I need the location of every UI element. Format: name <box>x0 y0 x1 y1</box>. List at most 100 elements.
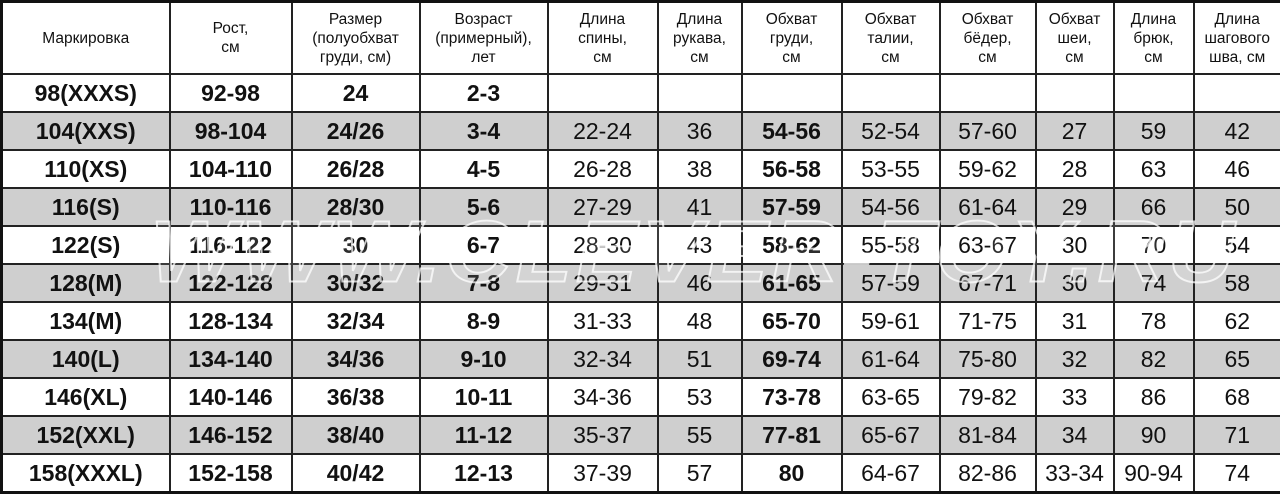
cell-size: 24 <box>290 73 421 113</box>
cell-back-length: 28-30 <box>546 225 659 265</box>
cell-marking: 122(S) <box>0 225 171 265</box>
cell-sleeve-length: 41 <box>656 187 743 227</box>
cell-trouser-length: 82 <box>1112 339 1195 379</box>
cell-back-length: 34-36 <box>546 377 659 417</box>
cell-chest: 77-81 <box>740 415 843 455</box>
cell-back-length: 26-28 <box>546 149 659 189</box>
cell-size: 38/40 <box>290 415 421 455</box>
cell-sleeve-length: 38 <box>656 149 743 189</box>
cell-inseam: 74 <box>1192 453 1280 494</box>
cell-marking: 140(L) <box>0 339 171 379</box>
column-header-chest: Обхват груди, см <box>740 0 843 75</box>
cell-hips: 75-80 <box>938 339 1037 379</box>
cell-marking: 134(M) <box>0 301 171 341</box>
cell-trouser-length: 70 <box>1112 225 1195 265</box>
cell-chest: 69-74 <box>740 339 843 379</box>
table-row: 152(XXL) 146-152 38/40 11-12 35-37 55 77-81 65-… <box>0 415 1280 455</box>
column-header-size: Размер (полуобхват груди, см) <box>290 0 421 75</box>
cell-hips: 63-67 <box>938 225 1037 265</box>
cell-hips: 82-86 <box>938 453 1037 494</box>
cell-height: 152-158 <box>168 453 293 494</box>
cell-age: 11-12 <box>418 415 549 455</box>
cell-hips: 61-64 <box>938 187 1037 227</box>
cell-neck: 32 <box>1034 339 1115 379</box>
cell-chest: 57-59 <box>740 187 843 227</box>
column-header-back-length: Длина спины, см <box>546 0 659 75</box>
cell-neck: 28 <box>1034 149 1115 189</box>
cell-age: 6-7 <box>418 225 549 265</box>
cell-inseam: 46 <box>1192 149 1280 189</box>
cell-back-length: 22-24 <box>546 111 659 151</box>
cell-age: 8-9 <box>418 301 549 341</box>
cell-height: 104-110 <box>168 149 293 189</box>
cell-size: 32/34 <box>290 301 421 341</box>
cell-neck: 30 <box>1034 225 1115 265</box>
cell-neck: 29 <box>1034 187 1115 227</box>
cell-inseam: 65 <box>1192 339 1280 379</box>
cell-waist: 64-67 <box>840 453 941 494</box>
cell-age: 2-3 <box>418 73 549 113</box>
cell-trouser-length: 90 <box>1112 415 1195 455</box>
cell-waist: 59-61 <box>840 301 941 341</box>
cell-inseam: 68 <box>1192 377 1280 417</box>
cell-inseam: 62 <box>1192 301 1280 341</box>
cell-waist: 54-56 <box>840 187 941 227</box>
cell-neck: 30 <box>1034 263 1115 303</box>
cell-height: 98-104 <box>168 111 293 151</box>
table-row: 146(XL) 140-146 36/38 10-11 34-36 53 73-78 63-6… <box>0 377 1280 417</box>
cell-marking: 158(XXXL) <box>0 453 171 494</box>
cell-hips: 79-82 <box>938 377 1037 417</box>
cell-trouser-length: 59 <box>1112 111 1195 151</box>
table-row: 128(M) 122-128 30/32 7-8 29-31 46 61-65 57-59 67… <box>0 263 1280 303</box>
cell-size: 30/32 <box>290 263 421 303</box>
cell-inseam: 50 <box>1192 187 1280 227</box>
cell-sleeve-length: 43 <box>656 225 743 265</box>
column-header-waist: Обхват талии, см <box>840 0 941 75</box>
cell-height: 146-152 <box>168 415 293 455</box>
cell-back-length: 32-34 <box>546 339 659 379</box>
cell-inseam: 58 <box>1192 263 1280 303</box>
table-row: 122(S) 116-122 30 6-7 28-30 43 58-62 55-58 63-67… <box>0 225 1280 265</box>
cell-neck: 33-34 <box>1034 453 1115 494</box>
cell-age: 5-6 <box>418 187 549 227</box>
cell-sleeve-length: 55 <box>656 415 743 455</box>
cell-chest: 54-56 <box>740 111 843 151</box>
column-header-age: Возраст (примерный), лет <box>418 0 549 75</box>
cell-back-length <box>546 73 659 113</box>
cell-height: 92-98 <box>168 73 293 113</box>
cell-age: 4-5 <box>418 149 549 189</box>
cell-sleeve-length: 57 <box>656 453 743 494</box>
cell-hips: 59-62 <box>938 149 1037 189</box>
cell-height: 116-122 <box>168 225 293 265</box>
table-row: 110(XS) 104-110 26/28 4-5 26-28 38 56-58 53-55 5… <box>0 149 1280 189</box>
column-header-hips: Обхват бёдер, см <box>938 0 1037 75</box>
cell-chest <box>740 73 843 113</box>
cell-sleeve-length: 48 <box>656 301 743 341</box>
cell-waist <box>840 73 941 113</box>
cell-age: 10-11 <box>418 377 549 417</box>
cell-size: 28/30 <box>290 187 421 227</box>
table-row: 134(M) 128-134 32/34 8-9 31-33 48 65-70 59-61 71… <box>0 301 1280 341</box>
cell-sleeve-length: 51 <box>656 339 743 379</box>
cell-hips: 57-60 <box>938 111 1037 151</box>
cell-size: 40/42 <box>290 453 421 494</box>
cell-hips: 67-71 <box>938 263 1037 303</box>
cell-size: 30 <box>290 225 421 265</box>
cell-hips <box>938 73 1037 113</box>
cell-marking: 110(XS) <box>0 149 171 189</box>
cell-inseam: 54 <box>1192 225 1280 265</box>
cell-inseam: 71 <box>1192 415 1280 455</box>
cell-age: 12-13 <box>418 453 549 494</box>
cell-trouser-length: 74 <box>1112 263 1195 303</box>
cell-sleeve-length: 46 <box>656 263 743 303</box>
column-header-sleeve-length: Длина рукава, см <box>656 0 743 75</box>
cell-back-length: 29-31 <box>546 263 659 303</box>
cell-trouser-length: 90-94 <box>1112 453 1195 494</box>
table-row: 116(S) 110-116 28/30 5-6 27-29 41 57-59 54-56 61… <box>0 187 1280 227</box>
cell-size: 24/26 <box>290 111 421 151</box>
header-row: Маркировка Рост, см Размер (полуобхват гру… <box>0 0 1280 75</box>
cell-chest: 65-70 <box>740 301 843 341</box>
cell-waist: 52-54 <box>840 111 941 151</box>
cell-back-length: 31-33 <box>546 301 659 341</box>
